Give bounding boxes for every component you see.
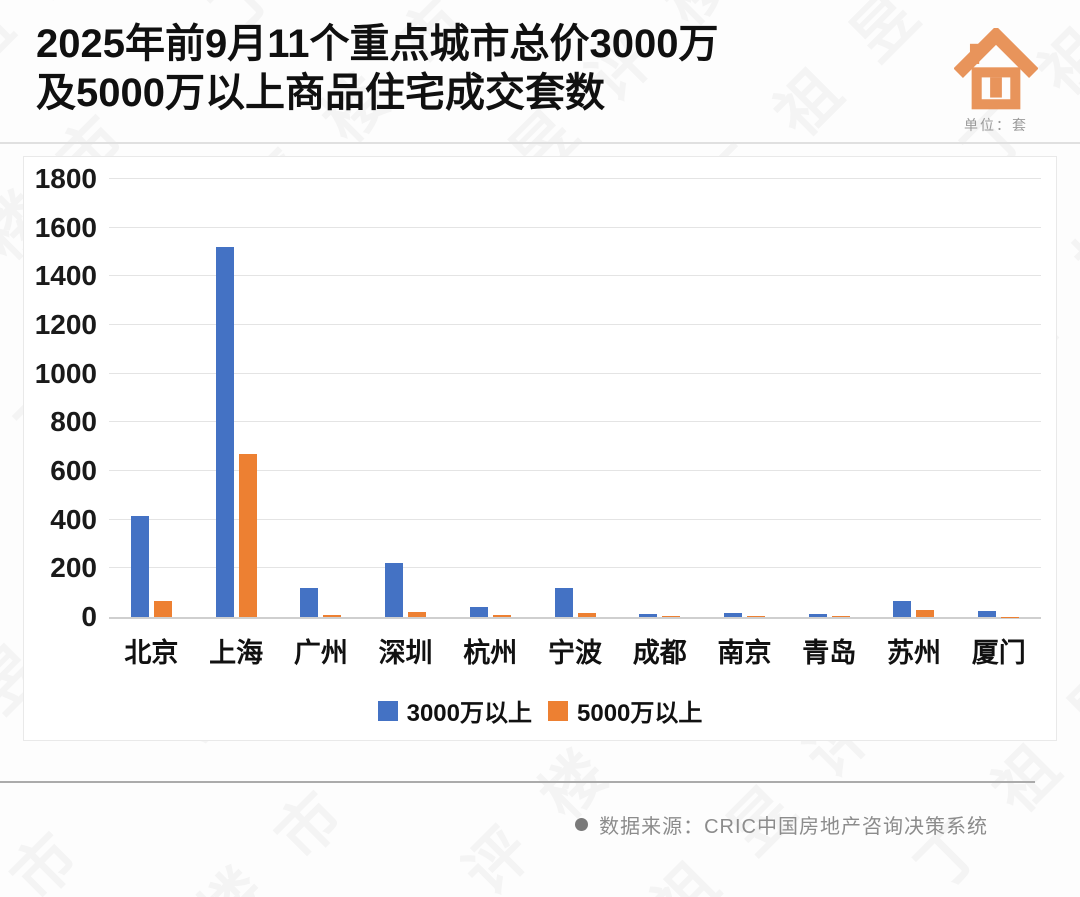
page-title-line2: 及5000万以上商品住宅成交套数 (36, 70, 605, 115)
bar-group-广州 (278, 179, 363, 617)
gridline-800 (109, 421, 1041, 423)
x-axis-label-南京: 南京 (717, 638, 772, 668)
bar-3000w-above (808, 614, 827, 617)
bar-group-宁波 (533, 179, 618, 617)
bar-3000w-above (215, 247, 234, 617)
bar-group-苏州 (872, 179, 957, 617)
bar-5000w-above (408, 612, 427, 617)
chart-panel: 0 200 400 600 800 1000 1200 1400 1600 1800 北京 上海 广州… (23, 156, 1057, 741)
unit-label: 单位：套 (964, 117, 1028, 133)
x-axis-label-深圳: 深圳 (378, 638, 433, 668)
bar-5000w-above (747, 616, 765, 617)
bar-5000w-above (492, 614, 511, 617)
gridline-1000 (109, 372, 1041, 374)
bar-3000w-above (893, 601, 912, 617)
gridline-1400 (109, 275, 1041, 277)
page-title: 2025年前9月11个重点城市总价3000万 及5000万以上商品住宅成交套数 (36, 20, 719, 122)
gridline-1600 (109, 226, 1041, 228)
bar-3000w-above (978, 610, 997, 617)
bars-layer (109, 179, 1041, 617)
x-axis-label-成都: 成都 (632, 638, 687, 668)
bar-3000w-above (554, 587, 573, 617)
y-axis-tick-label: 1600 (34, 211, 97, 243)
chart-legend: 3000万以上 5000万以上 (24, 693, 1056, 728)
x-axis-label-杭州: 杭州 (463, 638, 518, 668)
y-axis-tick-label: 800 (50, 406, 97, 438)
bar-group-厦门 (956, 179, 1041, 617)
bar-group-杭州 (448, 179, 533, 617)
gridline-1800 (109, 178, 1041, 179)
bar-group-上海 (194, 179, 279, 617)
bar-group-青岛 (787, 179, 872, 617)
bar-5000w-above (153, 601, 172, 617)
bar-3000w-above (639, 614, 658, 617)
y-axis-tick-label: 600 (50, 455, 97, 487)
legend-label: 5000万以上 (577, 700, 703, 727)
x-axis-label-苏州: 苏州 (886, 638, 941, 668)
bullet-icon (575, 818, 589, 831)
y-axis-tick-label: 1000 (34, 357, 97, 389)
footer: 数据来源：CRIC中国房地产咨询决策系统 (0, 810, 1080, 839)
legend-swatch-icon (377, 700, 398, 721)
x-axis-label-广州: 广州 (293, 638, 348, 668)
legend-swatch-icon (548, 700, 568, 721)
y-axis-tick-label: 0 (81, 601, 97, 632)
x-axis-label-青岛: 青岛 (802, 638, 857, 668)
legend-item-1: 5000万以上 (548, 693, 702, 728)
x-axis-labels: 北京 上海 广州 深圳 杭州 宁波 成都 南京 青岛 苏州 厦门 (109, 631, 1041, 670)
legend-item-0: 3000万以上 (377, 693, 532, 728)
header-divider (0, 142, 1080, 144)
bar-3000w-above (469, 606, 488, 617)
bar-group-南京 (702, 179, 787, 617)
bar-5000w-above (916, 609, 935, 617)
y-axis-tick-label: 1800 (34, 163, 97, 194)
x-axis-label-宁波: 宁波 (548, 638, 603, 668)
legend-label: 3000万以上 (406, 700, 532, 727)
house-icon (954, 28, 1038, 110)
bar-3000w-above (300, 587, 319, 617)
page-title-line1: 2025年前9月11个重点城市总价3000万 (36, 22, 719, 66)
bar-group-成都 (617, 179, 702, 617)
bar-3000w-above (385, 563, 404, 617)
gridline-600 (109, 470, 1041, 472)
bar-3000w-above (724, 612, 742, 617)
bar-chart-plot: 0 200 400 600 800 1000 1200 1400 1600 1800 (35, 163, 1041, 632)
gridline-1200 (109, 324, 1041, 326)
bar-5000w-above (323, 614, 342, 617)
y-axis-tick-label: 200 (50, 552, 97, 584)
header: 2025年前9月11个重点城市总价3000万 及5000万以上商品住宅成交套数 … (0, 0, 1080, 133)
gridline-400 (109, 518, 1041, 520)
gridline-200 (109, 567, 1041, 569)
x-axis-label-厦门: 厦门 (971, 638, 1026, 668)
y-axis-tick-label: 400 (50, 503, 97, 535)
x-axis-label-北京: 北京 (124, 638, 179, 668)
data-source-text: 数据来源：CRIC中国房地产咨询决策系统 (599, 816, 988, 838)
y-axis-tick-label: 1200 (34, 309, 97, 341)
bar-5000w-above (577, 613, 596, 617)
bar-group-深圳 (363, 179, 448, 617)
bar-5000w-above (238, 453, 257, 617)
header-right: 单位：套 (954, 20, 1038, 133)
y-axis-tick-label: 1400 (34, 260, 97, 292)
bar-group-北京 (109, 179, 194, 617)
bar-5000w-above (831, 616, 850, 617)
footer-divider (0, 781, 1035, 783)
bar-3000w-above (130, 516, 149, 617)
x-axis-label-上海: 上海 (209, 638, 264, 668)
bar-5000w-above (662, 615, 681, 617)
